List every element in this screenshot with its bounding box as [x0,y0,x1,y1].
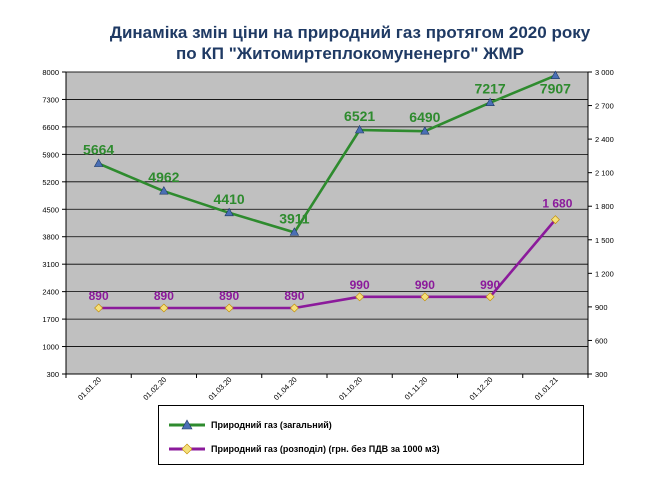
data-point-total [159,186,169,195]
series-line-total [98,74,556,234]
x-tick-label: 01.01.21 [533,375,560,402]
y-right-tick-label: 2 400 [595,135,614,144]
y-right-tick-label: 1 500 [595,236,614,245]
y-right-tick-label: 1 200 [595,269,614,278]
y-left-tick-label: 6600 [42,123,59,132]
chart-title-line-2: по КП "Житомиртеплокомуненерго" ЖМР [176,44,524,63]
y-right-tick-label: 600 [595,336,608,345]
x-tick-label: 01.01.20 [76,375,103,402]
y-right-tick-label: 900 [595,303,608,312]
data-point-total [485,97,495,107]
chart-legend: Природний газ (загальний) Природний газ … [158,405,584,465]
legend-label-distribution: Природний газ (розподіл) (грн. без ПДВ з… [211,444,440,454]
legend-item-total: Природний газ (загальний) [169,415,332,435]
data-label-distribution: 990 [350,278,370,292]
series-line-distribution [98,218,557,310]
data-label-distribution: 1 680 [542,197,572,211]
legend-item-distribution: Природний газ (розподіл) (грн. без ПДВ з… [169,439,440,459]
data-label-total: 4410 [214,191,245,207]
data-point-total [354,124,365,134]
data-label-total: 6490 [409,109,440,125]
y-left-tick-label: 1000 [42,343,59,352]
data-point-distribution [355,292,365,302]
chart-title-line-1: Динаміка змін ціни на природний газ прот… [109,23,591,42]
data-label-total: 4962 [148,169,179,185]
y-right-tick-label: 3 000 [595,68,614,77]
data-point-total [224,207,234,217]
data-point-distribution [485,292,495,302]
data-label-total: 5664 [83,142,114,158]
y-left-tick-label: 5200 [42,178,59,187]
y-left-tick-label: 7300 [42,95,59,104]
y-right-tick-label: 300 [595,370,608,379]
y-left-tick-label: 3800 [42,233,59,242]
chart-title: Динаміка змін ціни на природний газ прот… [60,22,640,64]
legend-swatch-total [169,419,205,430]
data-point-distribution [289,303,299,313]
legend-swatch-distribution [169,443,205,455]
data-point-distribution [224,303,234,313]
y-right-tick-label: 2 100 [595,169,614,178]
y-left-tick-label: 2400 [42,288,59,297]
data-label-distribution: 890 [284,289,304,303]
x-tick-label: 01.04.20 [272,375,299,402]
data-label-distribution: 890 [89,289,109,303]
y-left-tick-label: 3100 [42,260,59,269]
x-tick-label: 01.03.20 [207,375,234,402]
data-point-distribution [94,303,104,313]
data-label-total: 7907 [540,81,571,97]
plot-area [65,71,589,375]
x-tick-label: 01.10.20 [337,375,364,402]
y-left-tick-label: 4500 [42,205,59,214]
y-left-tick-label: 8000 [42,68,59,77]
y-right-tick-label: 2 700 [595,102,614,111]
y-right-tick-label: 1 800 [595,202,614,211]
x-tick-label: 01.12.20 [468,375,495,402]
data-point-distribution [159,303,169,313]
data-point-total [93,158,104,167]
data-label-total: 6521 [344,108,375,124]
data-label-distribution: 990 [480,278,500,292]
data-point-total [289,227,300,236]
y-left-tick-label: 300 [46,370,59,379]
legend-label-total: Природний газ (загальний) [211,420,332,430]
data-label-distribution: 890 [154,289,174,303]
data-label-total: 7217 [475,81,506,97]
data-point-distribution [420,292,430,302]
data-label-distribution: 890 [219,289,239,303]
data-label-total: 3911 [279,210,310,226]
y-left-tick-label: 5900 [42,150,59,159]
data-label-distribution: 990 [415,278,435,292]
data-point-distribution [550,215,560,225]
x-tick-label: 01.11.20 [403,375,430,402]
data-point-total [550,70,561,79]
y-left-tick-label: 1700 [42,315,59,324]
data-point-total [420,126,430,135]
x-tick-label: 01.02.20 [141,375,168,402]
